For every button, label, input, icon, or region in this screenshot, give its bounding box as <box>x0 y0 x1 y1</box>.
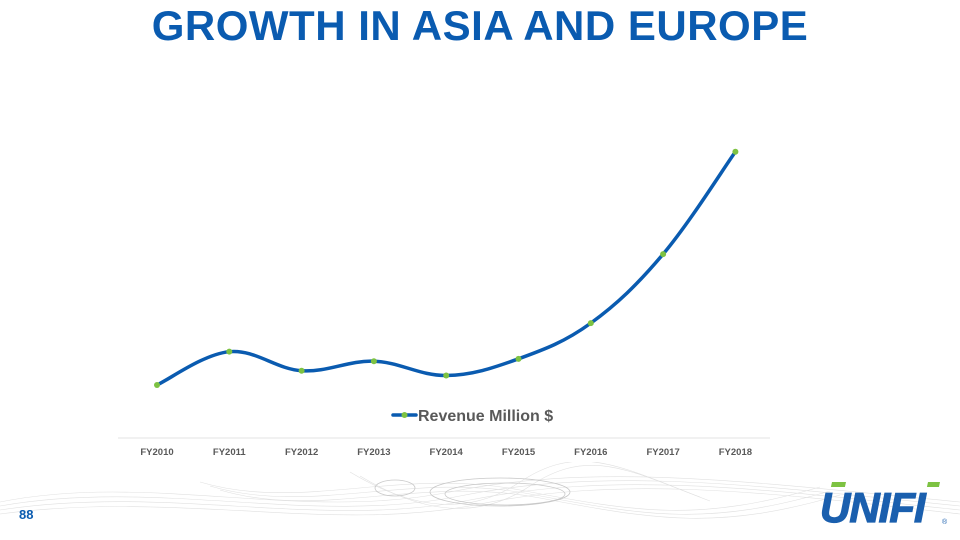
decorative-wave-background <box>0 462 960 519</box>
data-point <box>298 367 305 374</box>
data-point <box>732 148 739 155</box>
data-point <box>154 382 160 388</box>
revenue-line-chart: FY2010 FY2011 FY2012 FY2013 FY2014 FY2015 FY20… <box>118 148 770 458</box>
x-tick-label: FY2011 <box>213 447 246 458</box>
logo-wordmark: UNIFI <box>820 484 927 528</box>
page-number: 88 <box>19 507 34 522</box>
slide-title: GROWTH IN ASIA AND EUROPE <box>151 2 809 49</box>
x-tick-label: FY2018 <box>719 447 752 458</box>
x-tick-label: FY2014 <box>430 447 464 458</box>
data-point <box>370 358 377 365</box>
data-point <box>226 348 233 355</box>
legend-label: Revenue Million $ <box>418 408 553 425</box>
data-point <box>660 251 667 258</box>
x-tick-label: FY2017 <box>646 447 679 458</box>
x-tick-label: FY2015 <box>502 447 536 458</box>
data-point <box>515 355 522 362</box>
logo-registered-mark: ® <box>942 518 948 526</box>
x-tick-label: FY2016 <box>574 447 607 458</box>
x-tick-label: FY2012 <box>285 447 318 458</box>
plot-area <box>154 148 739 388</box>
data-point <box>587 320 594 327</box>
legend: Revenue Million $ <box>391 408 553 425</box>
x-axis: FY2010 FY2011 FY2012 FY2013 FY2014 FY2015 FY20… <box>118 437 770 458</box>
x-tick-label: FY2010 <box>140 447 173 458</box>
data-point <box>443 372 450 379</box>
series-line <box>155 150 738 387</box>
unifi-logo: UNIFI ® <box>819 482 948 528</box>
logo-green-bar <box>830 482 846 487</box>
logo-green-bar-right <box>926 482 940 487</box>
x-tick-label: FY2013 <box>357 447 390 458</box>
legend-marker-swatch <box>401 412 408 418</box>
